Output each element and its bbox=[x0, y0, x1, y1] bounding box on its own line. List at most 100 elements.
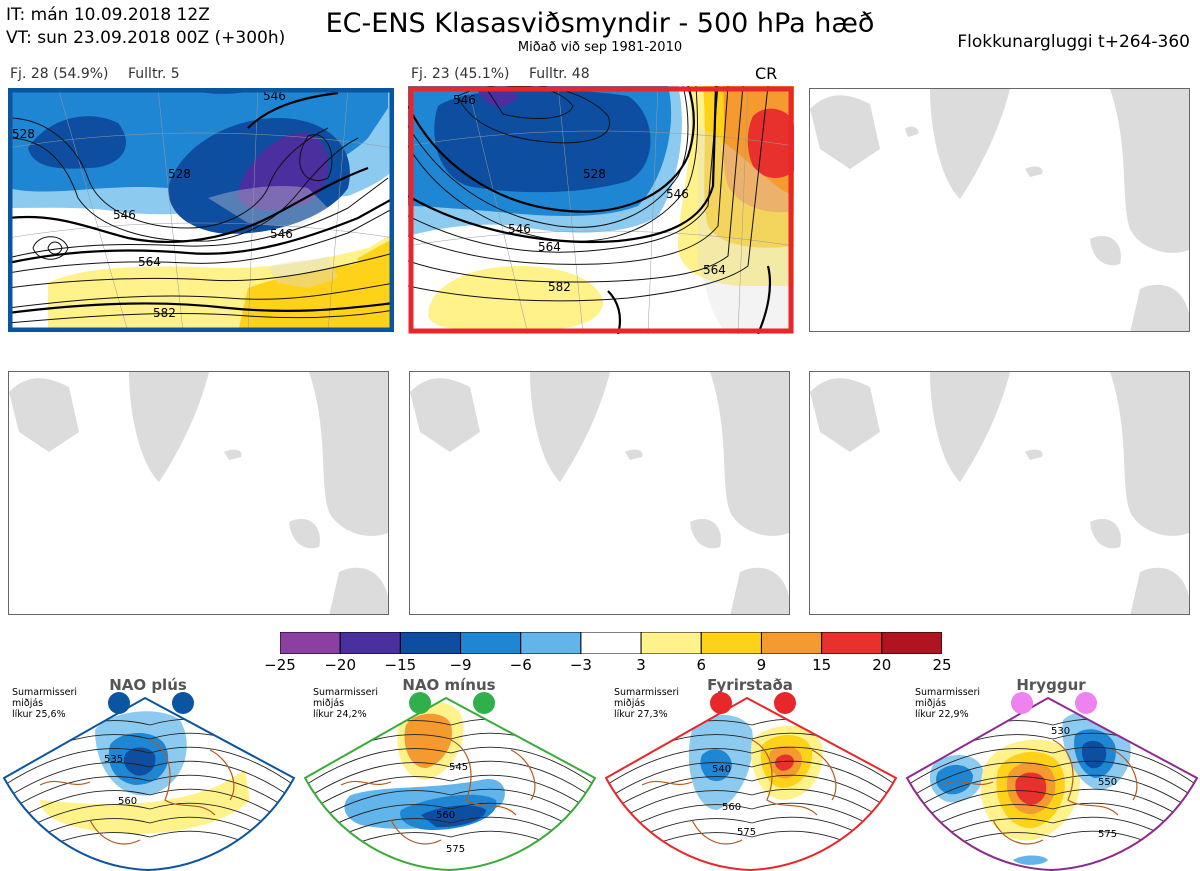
regime-marker-dot bbox=[473, 692, 495, 714]
cluster-1-contour-label: 582 bbox=[153, 306, 176, 320]
cluster-2-map: 546 564 528 546 546 564 582 bbox=[408, 86, 794, 334]
colorbar-segment bbox=[821, 631, 883, 655]
cluster-2-size: Fj. 23 (45.1%) bbox=[411, 66, 510, 82]
regime-info-line: miðjás bbox=[12, 698, 44, 709]
regime-info-line: miðjás bbox=[313, 698, 345, 709]
empty-map-panel-6 bbox=[809, 371, 1190, 615]
regime-info: Sumarmisseri miðjás líkur 25,6% bbox=[12, 687, 77, 720]
colorbar-segment bbox=[279, 631, 341, 655]
regime-info-line: Sumarmisseri bbox=[313, 687, 379, 698]
colorbar-tick-label: −25 bbox=[264, 656, 296, 674]
regime-info-line: líkur 22,9% bbox=[915, 709, 969, 720]
colorbar-tick-label: −20 bbox=[324, 656, 356, 674]
regime-contour-label: 535 bbox=[104, 754, 123, 765]
initial-time: IT: mán 10.09.2018 12Z bbox=[6, 5, 210, 25]
cluster-1-representative: Fulltr. 5 bbox=[128, 66, 180, 82]
height-contour bbox=[4, 788, 294, 831]
colorbar-tick-label: 15 bbox=[812, 656, 832, 674]
anomaly-area bbox=[404, 713, 452, 768]
colorbar-segment bbox=[881, 631, 943, 655]
cluster-2-contour-label: 582 bbox=[548, 280, 571, 294]
cluster-2-regime: CR bbox=[755, 64, 778, 83]
regime-info: Sumarmisseri miðjás líkur 27,3% bbox=[614, 687, 679, 720]
regime-marker-dot bbox=[1011, 692, 1033, 714]
colorbar-tick-label: −9 bbox=[449, 656, 472, 674]
colorbar-segment bbox=[580, 631, 642, 655]
height-contour bbox=[305, 774, 595, 817]
regime-marker-dot bbox=[108, 692, 130, 714]
cluster-1-contour-label: 546 bbox=[270, 227, 293, 241]
height-contour bbox=[305, 802, 595, 845]
regime-map: 540 560 575 bbox=[604, 696, 898, 871]
anomaly-area bbox=[1015, 772, 1047, 805]
height-contour bbox=[4, 760, 294, 803]
regime-info: Sumarmisseri miðjás líkur 24,2% bbox=[313, 687, 378, 720]
height-contour bbox=[907, 774, 1197, 817]
regime-info-line: líkur 24,2% bbox=[313, 709, 367, 720]
cluster-1-map: 528 546 546 528 564 582 546 bbox=[8, 88, 394, 332]
regime-info-line: líkur 27,3% bbox=[614, 709, 668, 720]
regime-info-line: líkur 25,6% bbox=[12, 709, 66, 720]
colorbar-tick-label: 20 bbox=[872, 656, 892, 674]
empty-map-panel-4 bbox=[8, 371, 389, 615]
cluster-2-representative: Fulltr. 48 bbox=[529, 66, 590, 82]
height-contour bbox=[907, 788, 1197, 831]
regime-title: NAO plús bbox=[109, 676, 187, 694]
height-contour bbox=[606, 802, 896, 845]
colorbar-tick-label: −3 bbox=[569, 656, 592, 674]
regime-frame bbox=[604, 696, 898, 871]
colorbar-segment bbox=[700, 631, 762, 655]
colorbar-tick-label: −15 bbox=[384, 656, 417, 674]
height-contour bbox=[606, 788, 896, 831]
regime-contour-label: 560 bbox=[436, 810, 455, 821]
page-title: EC-ENS Klasasviðsmyndir - 500 hPa hæð bbox=[325, 8, 875, 39]
height-contour bbox=[305, 788, 595, 831]
regime-frame bbox=[905, 696, 1199, 871]
regime-contour-label: 560 bbox=[118, 796, 137, 807]
regime-panel: 540 560 575 Sumarmisseri miðjás líkur 27,3% Fy… bbox=[602, 676, 900, 871]
cluster-2-contour-label: 546 bbox=[666, 187, 689, 201]
cluster-2-contour-label: 564 bbox=[703, 263, 726, 277]
regime-panel: 535 560 Sumarmisseri miðjás líkur 25,6% NAO p… bbox=[0, 676, 298, 871]
cluster-2-contour-label: 546 bbox=[453, 93, 476, 107]
regime-map: 545 560 575 bbox=[303, 696, 597, 871]
cluster-2-contour-label: 528 bbox=[583, 167, 606, 181]
height-contour bbox=[907, 746, 1197, 789]
height-contour bbox=[907, 760, 1197, 803]
height-contour bbox=[4, 746, 294, 789]
colorbar-segment bbox=[399, 631, 462, 655]
colorbar-segment bbox=[460, 631, 522, 655]
anomaly-area bbox=[123, 747, 156, 776]
regime-info-line: miðjás bbox=[614, 698, 646, 709]
regime-marker-dot bbox=[774, 692, 796, 714]
regime-contour-label: 575 bbox=[1098, 829, 1117, 840]
regime-contour-label: 545 bbox=[449, 762, 468, 773]
regime-marker-dot bbox=[409, 692, 431, 714]
anomaly-area bbox=[700, 749, 732, 782]
regime-contour-label: 550 bbox=[1098, 777, 1117, 788]
regime-title: Fyrirstaða bbox=[707, 676, 793, 694]
regime-panel: 545 560 575 Sumarmisseri miðjás líkur 24,2% NA… bbox=[301, 676, 599, 871]
height-contour bbox=[907, 802, 1197, 845]
cluster-1-contour-label: 528 bbox=[168, 167, 191, 181]
colorbar-tick-label: 6 bbox=[696, 656, 707, 674]
anomaly-area bbox=[936, 764, 973, 795]
regime-contour-label: 530 bbox=[1051, 726, 1070, 737]
regime-info-line: Sumarmisseri bbox=[12, 687, 78, 698]
regime-frame bbox=[2, 696, 296, 871]
regime-panel: 530 550 575 Sumarmisseri miðjás líkur 22,9% Hr… bbox=[903, 676, 1200, 871]
regime-contour-label: 575 bbox=[446, 844, 465, 855]
height-contour bbox=[606, 746, 896, 789]
anomaly-area bbox=[421, 805, 486, 828]
height-contour bbox=[4, 802, 294, 845]
regime-info-line: miðjás bbox=[915, 698, 947, 709]
regime-map: 530 550 575 bbox=[905, 696, 1199, 871]
regime-title: Hryggur bbox=[1016, 676, 1086, 694]
regime-marker-dot bbox=[710, 692, 732, 714]
anomaly-area bbox=[775, 754, 794, 771]
cluster-2-contour-label: 546 bbox=[508, 222, 531, 236]
colorbar-tick-label: 25 bbox=[932, 656, 952, 674]
regime-contour-label: 575 bbox=[737, 827, 756, 838]
regime-marker-dot bbox=[172, 692, 194, 714]
anomaly-area bbox=[1013, 855, 1048, 865]
